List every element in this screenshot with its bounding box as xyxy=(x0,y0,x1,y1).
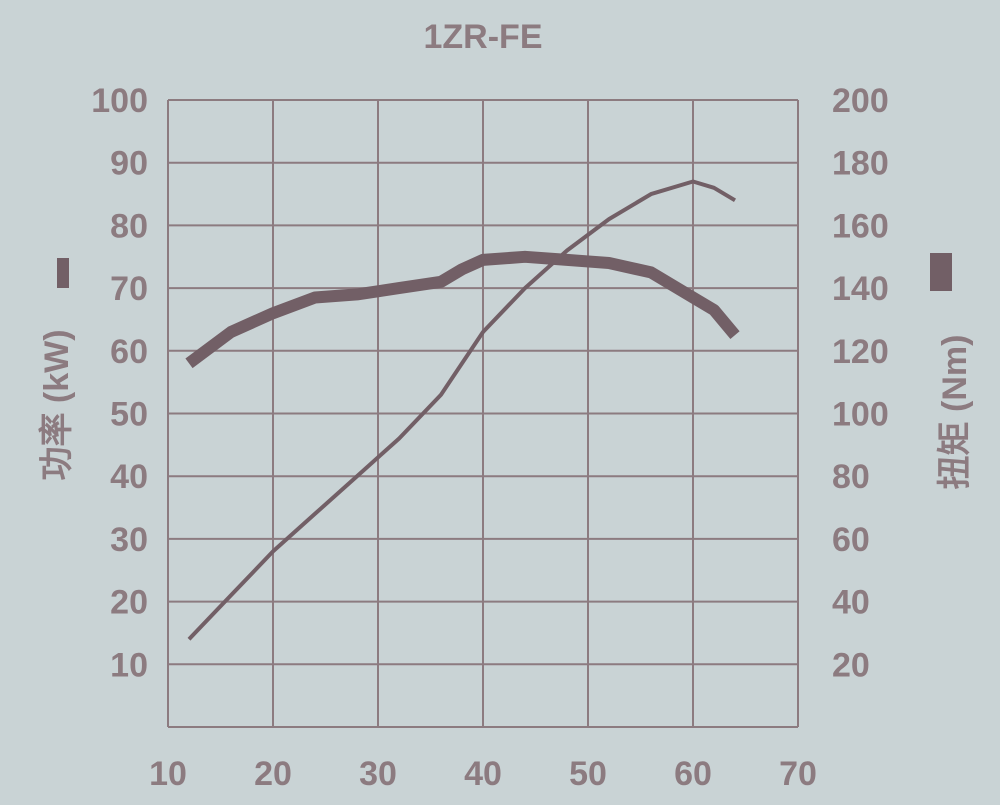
y2-tick-label: 20 xyxy=(832,646,870,684)
power-series-line xyxy=(187,179,737,641)
y2-tick-label: 40 xyxy=(832,584,870,622)
y-tick-label: 20 xyxy=(110,584,148,622)
y-tick-label: 40 xyxy=(110,458,148,496)
y2-tick-label: 200 xyxy=(832,82,889,120)
torque-series-line xyxy=(185,250,740,369)
x-tick-label: 30 xyxy=(359,755,397,793)
y-tick-label: 100 xyxy=(91,82,148,120)
y-tick-label: 60 xyxy=(110,333,148,371)
x-tick-label: 70 xyxy=(779,755,817,793)
y2-tick-label: 180 xyxy=(832,145,889,183)
series-layer xyxy=(185,179,740,641)
x-tick-label: 40 xyxy=(464,755,502,793)
y2-axis-label: 扭矩 (Nm) xyxy=(936,335,974,490)
y2-tick-label: 140 xyxy=(832,270,889,308)
tick-labels: 10 20 30 40 50 60 70 10 20 30 40 50 60 70 80 90 100 20 40 6… xyxy=(91,82,888,793)
x-tick-label: 50 xyxy=(569,755,607,793)
y2-tick-label: 80 xyxy=(832,458,870,496)
y-axis-label: 功率 (kW) xyxy=(38,329,76,480)
y2-tick-label: 100 xyxy=(832,396,889,434)
torque-legend-marker xyxy=(930,253,952,291)
y-tick-label: 50 xyxy=(110,396,148,434)
x-tick-label: 20 xyxy=(254,755,292,793)
y2-tick-label: 160 xyxy=(832,207,889,245)
y-tick-label: 80 xyxy=(110,207,148,245)
grid xyxy=(167,99,799,728)
y-tick-label: 90 xyxy=(110,145,148,183)
x-tick-label: 10 xyxy=(149,755,187,793)
y-tick-label: 70 xyxy=(110,270,148,308)
right-axis-title-group: 扭矩 (Nm) xyxy=(936,335,974,490)
chart-title: 1ZR-FE xyxy=(424,18,543,56)
y2-tick-label: 60 xyxy=(832,521,870,559)
y2-tick-label: 120 xyxy=(832,333,889,371)
x-tick-label: 60 xyxy=(674,755,712,793)
y-tick-label: 30 xyxy=(110,521,148,559)
y-tick-label: 10 xyxy=(110,646,148,684)
left-axis-title-group: 功率 (kW) xyxy=(38,329,76,480)
power-legend-marker xyxy=(57,258,69,288)
